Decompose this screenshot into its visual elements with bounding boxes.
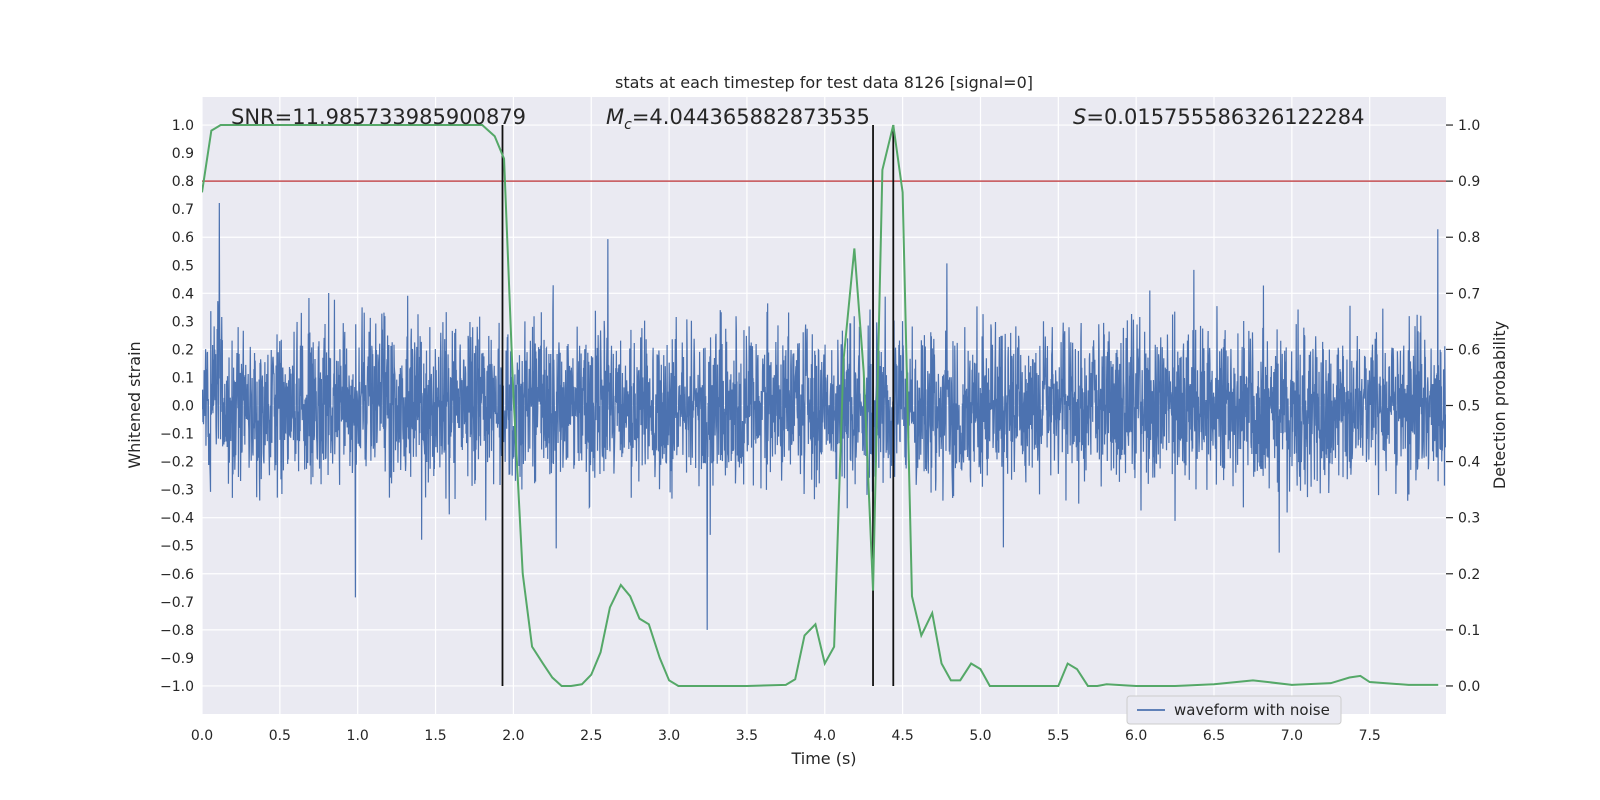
s-symbol: S	[1073, 105, 1086, 129]
x-tick-label: 1.5	[424, 728, 446, 744]
left-tick-label: −0.7	[160, 595, 194, 611]
x-tick-label: 5.0	[969, 728, 991, 744]
left-tick-label: −0.3	[160, 483, 194, 499]
left-axis-label: Whitened strain	[125, 341, 144, 468]
chirp-mass-value: =4.044365882873535	[632, 105, 870, 129]
left-tick-label: 0.3	[172, 314, 194, 330]
x-tick-label: 0.0	[191, 728, 213, 744]
right-tick-label: 0.9	[1458, 174, 1480, 190]
chart-title: stats at each timestep for test data 812…	[615, 73, 1033, 92]
legend: waveform with noise	[1126, 695, 1342, 725]
right-tick-label: 0.7	[1458, 286, 1480, 302]
left-tick-label: −0.1	[160, 427, 194, 443]
x-tick-label: 4.0	[814, 728, 836, 744]
x-tick-label: 5.5	[1047, 728, 1069, 744]
right-tick-label: 0.3	[1458, 511, 1480, 527]
x-tick-label: 2.0	[502, 728, 524, 744]
left-tick-label: 0.0	[172, 399, 194, 415]
x-tick-label: 2.5	[580, 728, 602, 744]
probability-series	[202, 124, 1439, 687]
right-tick-label: 1.0	[1458, 118, 1480, 134]
left-tick-label: 1.0	[172, 118, 194, 134]
left-tick-label: 0.1	[172, 370, 194, 386]
x-axis-label: Time (s)	[790, 749, 856, 768]
right-tick-label: 0.1	[1458, 623, 1480, 639]
left-tick-label: 0.6	[172, 230, 194, 246]
x-axis-ticks: 0.0 0.5 1.0 1.5 2.0 2.5 3.0 3.5 4.0 4.5 5.0 5.5 6.0 6…	[191, 728, 1381, 744]
left-tick-label: −1.0	[160, 679, 194, 695]
left-tick-label: −0.4	[160, 511, 194, 527]
right-axis-label: Detection probability	[1490, 321, 1509, 489]
right-axis-ticks: 1.0 0.9 0.8 0.7 0.6 0.5 0.4 0.3 0.2 0.1 0.0	[1446, 118, 1480, 695]
right-tick-label: 0.6	[1458, 342, 1480, 358]
right-tick-label: 0.0	[1458, 679, 1480, 695]
x-tick-label: 3.0	[658, 728, 680, 744]
left-tick-label: 0.7	[172, 202, 194, 218]
right-tick-label: 0.5	[1458, 399, 1480, 415]
x-tick-label: 4.5	[891, 728, 913, 744]
left-tick-label: 0.9	[172, 146, 194, 162]
right-tick-label: 0.8	[1458, 230, 1480, 246]
left-tick-label: −0.2	[160, 455, 194, 471]
waveform-series	[202, 202, 1446, 630]
x-tick-label: 6.5	[1203, 728, 1225, 744]
left-tick-label: −0.8	[160, 623, 194, 639]
s-value: =0.015755586326122284	[1086, 105, 1364, 129]
x-tick-label: 6.0	[1125, 728, 1147, 744]
chirp-mass-annotation: Mc=4.044365882873535	[606, 105, 870, 133]
right-tick-label: 0.2	[1458, 567, 1480, 583]
x-tick-label: 7.0	[1281, 728, 1303, 744]
x-tick-label: 7.5	[1359, 728, 1381, 744]
x-tick-label: 0.5	[269, 728, 291, 744]
left-tick-label: −0.5	[160, 539, 194, 555]
s-annotation: S=0.015755586326122284	[1073, 105, 1364, 129]
left-tick-label: −0.6	[160, 567, 194, 583]
legend-label: waveform with noise	[1174, 701, 1330, 719]
event-markers	[501, 125, 895, 686]
plot-area	[202, 124, 1446, 687]
right-tick-label: 0.4	[1458, 455, 1480, 471]
legend-box	[1126, 695, 1342, 725]
x-tick-label: 3.5	[736, 728, 758, 744]
left-tick-label: 0.4	[172, 286, 194, 302]
left-tick-label: 0.5	[172, 258, 194, 274]
left-tick-label: −0.9	[160, 651, 194, 667]
left-axis-ticks: 1.0 0.9 0.8 0.7 0.6 0.5 0.4 0.3 0.2 0.1 0.0 −0.1 −0.…	[160, 118, 194, 695]
left-tick-label: 0.2	[172, 342, 194, 358]
x-tick-label: 1.0	[347, 728, 369, 744]
chirp-mass-symbol: M	[606, 105, 624, 129]
chirp-mass-subscript: c	[624, 117, 632, 133]
snr-annotation: SNR=11.985733985900879	[231, 105, 526, 129]
left-tick-label: 0.8	[172, 174, 194, 190]
